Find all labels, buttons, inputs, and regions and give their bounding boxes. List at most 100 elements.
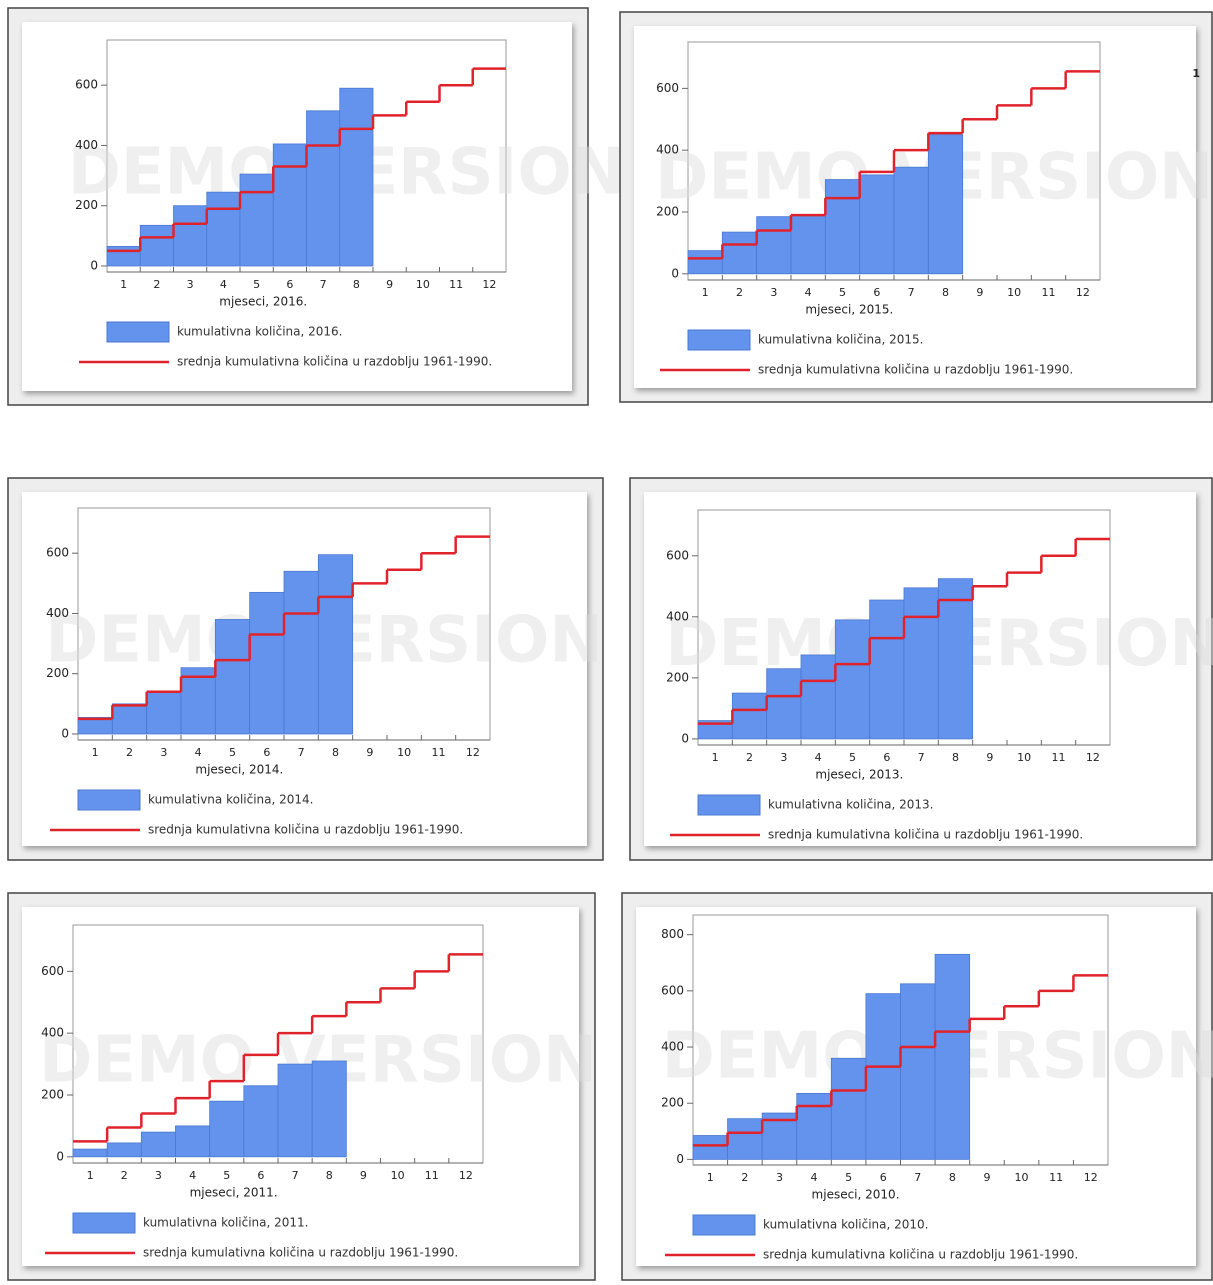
bar bbox=[175, 1125, 211, 1158]
y-tick-label: 200 bbox=[75, 198, 98, 212]
x-tick-label: 2 bbox=[741, 1171, 748, 1184]
x-tick-label: 1 bbox=[87, 1169, 94, 1182]
bar bbox=[317, 554, 354, 735]
x-tick-label: 3 bbox=[770, 286, 777, 299]
legend-swatch bbox=[72, 1212, 136, 1234]
y-tick-label: 400 bbox=[41, 1026, 64, 1040]
bar bbox=[249, 591, 285, 735]
x-tick-label: 5 bbox=[229, 746, 236, 759]
x-tick-label: 9 bbox=[986, 751, 993, 764]
bar bbox=[311, 1060, 347, 1158]
legend-label: srednja kumulativna količina u razdoblju… bbox=[143, 1246, 458, 1260]
bar bbox=[239, 173, 274, 267]
y-tick-label: 400 bbox=[661, 1040, 684, 1054]
x-tick-label: 9 bbox=[386, 278, 393, 291]
x-tick-label: 3 bbox=[780, 751, 787, 764]
bar bbox=[727, 1118, 763, 1160]
x-axis-label: mjeseci, 2015. bbox=[805, 303, 893, 317]
x-tick-label: 7 bbox=[298, 746, 305, 759]
x-tick-label: 1 bbox=[92, 746, 99, 759]
x-tick-label: 4 bbox=[805, 286, 812, 299]
bar bbox=[277, 1063, 313, 1158]
x-tick-label: 9 bbox=[366, 746, 373, 759]
x-tick-label: 7 bbox=[918, 751, 925, 764]
legend-label: kumulativna količina, 2014. bbox=[148, 793, 314, 807]
x-axis-label: mjeseci, 2013. bbox=[815, 768, 903, 782]
x-tick-label: 12 bbox=[1086, 751, 1100, 764]
bar bbox=[106, 245, 141, 267]
bar bbox=[800, 654, 836, 740]
x-tick-label: 12 bbox=[459, 1169, 473, 1182]
x-tick-label: 6 bbox=[880, 1171, 887, 1184]
bar bbox=[173, 205, 208, 267]
x-tick-label: 5 bbox=[253, 278, 260, 291]
x-tick-label: 2 bbox=[736, 286, 743, 299]
y-tick-label: 0 bbox=[56, 1149, 64, 1163]
x-tick-label: 11 bbox=[432, 746, 446, 759]
x-tick-label: 2 bbox=[153, 278, 160, 291]
bar bbox=[790, 214, 826, 275]
bar bbox=[869, 599, 905, 740]
x-tick-label: 8 bbox=[353, 278, 360, 291]
x-tick-label: 4 bbox=[189, 1169, 196, 1182]
x-tick-label: 10 bbox=[1007, 286, 1021, 299]
x-tick-label: 10 bbox=[397, 746, 411, 759]
y-tick-label: 200 bbox=[666, 670, 689, 684]
bar bbox=[834, 619, 871, 740]
bar bbox=[180, 667, 216, 735]
legend-label: srednja kumulativna količina u razdoblju… bbox=[148, 823, 463, 837]
x-tick-label: 11 bbox=[449, 278, 463, 291]
bar bbox=[243, 1085, 279, 1158]
bar bbox=[339, 87, 374, 267]
bar bbox=[893, 166, 929, 275]
x-tick-label: 6 bbox=[883, 751, 890, 764]
annotation: 1 bbox=[1192, 67, 1200, 80]
x-tick-label: 8 bbox=[942, 286, 949, 299]
legend-label: kumulativna količina, 2016. bbox=[177, 325, 343, 339]
x-tick-label: 1 bbox=[702, 286, 709, 299]
bar bbox=[106, 1142, 142, 1158]
bar bbox=[111, 703, 148, 735]
y-tick-label: 200 bbox=[656, 205, 679, 219]
legend-label: kumulativna količina, 2015. bbox=[758, 333, 924, 347]
legend-label: srednja kumulativna količina u razdoblju… bbox=[763, 1248, 1078, 1262]
x-tick-label: 10 bbox=[1015, 1171, 1029, 1184]
bar bbox=[721, 231, 758, 275]
bar bbox=[937, 578, 974, 740]
x-tick-label: 7 bbox=[908, 286, 915, 299]
y-tick-label: 600 bbox=[75, 78, 98, 92]
bar bbox=[272, 143, 307, 267]
x-tick-label: 9 bbox=[983, 1171, 990, 1184]
y-tick-label: 0 bbox=[681, 731, 689, 745]
x-tick-label: 8 bbox=[326, 1169, 333, 1182]
y-tick-label: 200 bbox=[46, 666, 69, 680]
y-tick-label: 0 bbox=[676, 1152, 684, 1166]
y-tick-label: 200 bbox=[661, 1096, 684, 1110]
y-tick-label: 600 bbox=[656, 81, 679, 95]
bar bbox=[209, 1100, 245, 1158]
x-tick-label: 4 bbox=[815, 751, 822, 764]
x-tick-label: 5 bbox=[223, 1169, 230, 1182]
x-axis-label: mjeseci, 2016. bbox=[219, 295, 307, 309]
x-tick-label: 9 bbox=[360, 1169, 367, 1182]
x-tick-label: 3 bbox=[776, 1171, 783, 1184]
y-tick-label: 0 bbox=[90, 258, 98, 272]
x-tick-label: 7 bbox=[320, 278, 327, 291]
y-tick-label: 400 bbox=[656, 143, 679, 157]
legend-label: srednja kumulativna količina u razdoblju… bbox=[177, 355, 492, 369]
x-tick-label: 2 bbox=[746, 751, 753, 764]
bar bbox=[140, 1131, 176, 1158]
y-tick-label: 0 bbox=[61, 726, 69, 740]
x-tick-label: 12 bbox=[1084, 1171, 1098, 1184]
x-tick-label: 6 bbox=[257, 1169, 264, 1182]
x-tick-label: 12 bbox=[466, 746, 480, 759]
y-tick-label: 800 bbox=[661, 927, 684, 941]
x-tick-label: 6 bbox=[263, 746, 270, 759]
y-tick-label: 400 bbox=[75, 138, 98, 152]
bar bbox=[214, 619, 251, 735]
x-tick-label: 5 bbox=[849, 751, 856, 764]
x-tick-label: 8 bbox=[949, 1171, 956, 1184]
